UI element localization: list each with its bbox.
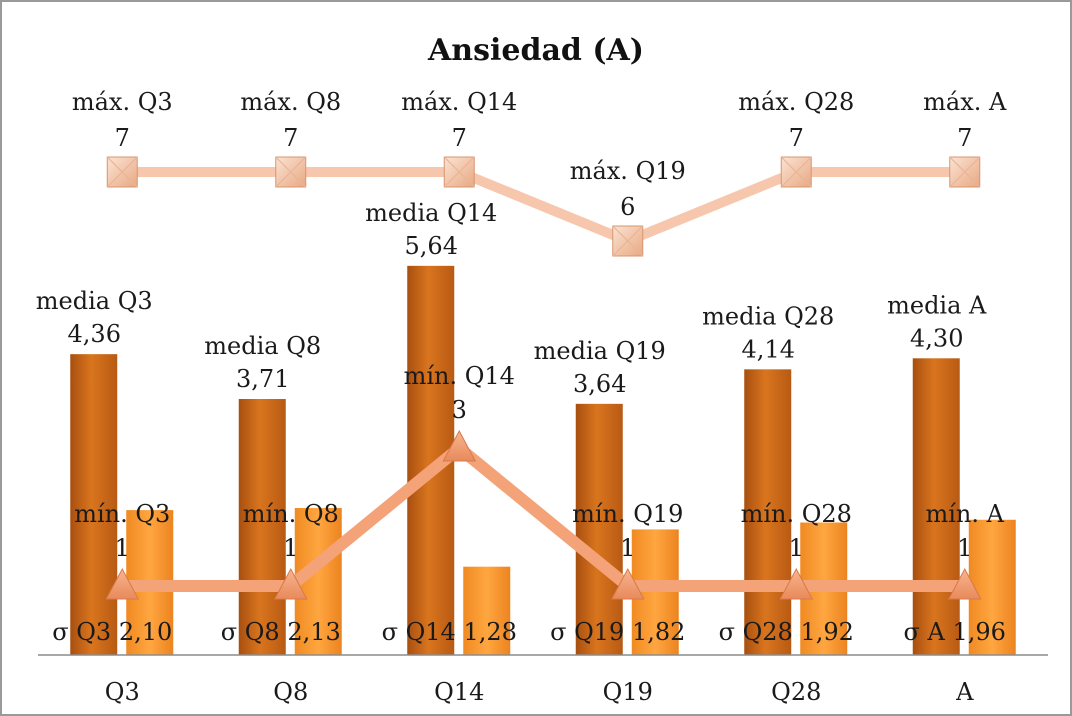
category-label: Q28: [771, 678, 821, 706]
max-label-name: máx. A: [923, 88, 1007, 116]
min-marker: [947, 567, 982, 600]
sd-label: σ Q14 1,28: [382, 618, 517, 646]
max-label-value: 7: [957, 124, 972, 152]
min-marker: [779, 567, 814, 600]
mean-label-value: 3,64: [573, 370, 626, 398]
sd-label: σ Q8 2,13: [221, 618, 341, 646]
category-label: Q14: [434, 678, 484, 706]
max-marker-bevel: [780, 156, 812, 188]
chart-title: Ansiedad (A): [427, 33, 644, 68]
min-label-value: 1: [789, 534, 804, 562]
min-label-name: mín. Q14: [404, 362, 515, 390]
min-marker: [273, 567, 308, 600]
max-label-value: 6: [620, 193, 635, 221]
min-series-line: [122, 442, 965, 592]
max-label-value: 7: [115, 124, 130, 152]
max-label-name: máx. Q8: [240, 88, 341, 116]
sd-label: σ Q3 2,10: [52, 618, 172, 646]
mean-label-name: media Q14: [365, 199, 497, 227]
min-label-name: mín. Q28: [741, 500, 852, 528]
mean-bar: [912, 358, 960, 655]
min-label-value: 1: [283, 534, 298, 562]
mean-label-value: 5,64: [405, 232, 458, 260]
mean-label-value: 4,36: [68, 320, 121, 348]
max-marker-bevel: [106, 156, 138, 188]
sd-label: σ Q28 1,92: [719, 618, 854, 646]
sd-label: σ Q19 1,82: [550, 618, 685, 646]
mean-bar: [238, 399, 286, 655]
max-label-name: máx. Q14: [401, 88, 517, 116]
max-marker-bevel: [443, 156, 475, 188]
min-label-name: mín. Q8: [243, 500, 339, 528]
max-marker-bevel: [949, 156, 981, 188]
mean-label-name: media Q19: [534, 337, 666, 365]
max-label-name: máx. Q19: [570, 157, 686, 185]
mean-label-name: media A: [887, 291, 987, 319]
min-marker: [442, 429, 477, 462]
min-label-value: 1: [957, 534, 972, 562]
mean-bar: [70, 354, 118, 655]
category-label: Q3: [105, 678, 140, 706]
max-marker-bevel: [275, 156, 307, 188]
category-label: Q19: [603, 678, 653, 706]
max-label-name: máx. Q28: [738, 88, 854, 116]
mean-label-value: 4,14: [742, 335, 795, 363]
mean-label-name: media Q3: [36, 287, 153, 315]
min-label-name: mín. Q19: [572, 500, 683, 528]
mean-label-name: media Q28: [702, 302, 834, 330]
min-label-value: 1: [115, 534, 130, 562]
max-series-line: [122, 167, 965, 246]
max-label-value: 7: [452, 124, 467, 152]
sd-label: σ A 1,96: [904, 618, 1006, 646]
sd-bar: [463, 566, 511, 655]
min-marker: [105, 567, 140, 600]
min-marker: [610, 567, 645, 600]
max-marker-bevel: [612, 225, 644, 257]
min-label-value: 1: [620, 534, 635, 562]
max-label-value: 7: [789, 124, 804, 152]
category-label: A: [955, 678, 974, 706]
mean-bar: [575, 403, 623, 655]
mean-bar: [744, 369, 792, 655]
min-label-name: mín. A: [926, 500, 1005, 528]
max-label-name: máx. Q3: [72, 88, 173, 116]
sd-bar: [968, 519, 1016, 655]
mean-label-name: media Q8: [204, 332, 321, 360]
mean-label-value: 3,71: [236, 365, 289, 393]
max-label-value: 7: [283, 124, 298, 152]
min-label-value: 3: [452, 396, 467, 424]
mean-label-value: 4,30: [910, 324, 963, 352]
min-label-name: mín. Q3: [74, 500, 170, 528]
category-label: Q8: [273, 678, 308, 706]
